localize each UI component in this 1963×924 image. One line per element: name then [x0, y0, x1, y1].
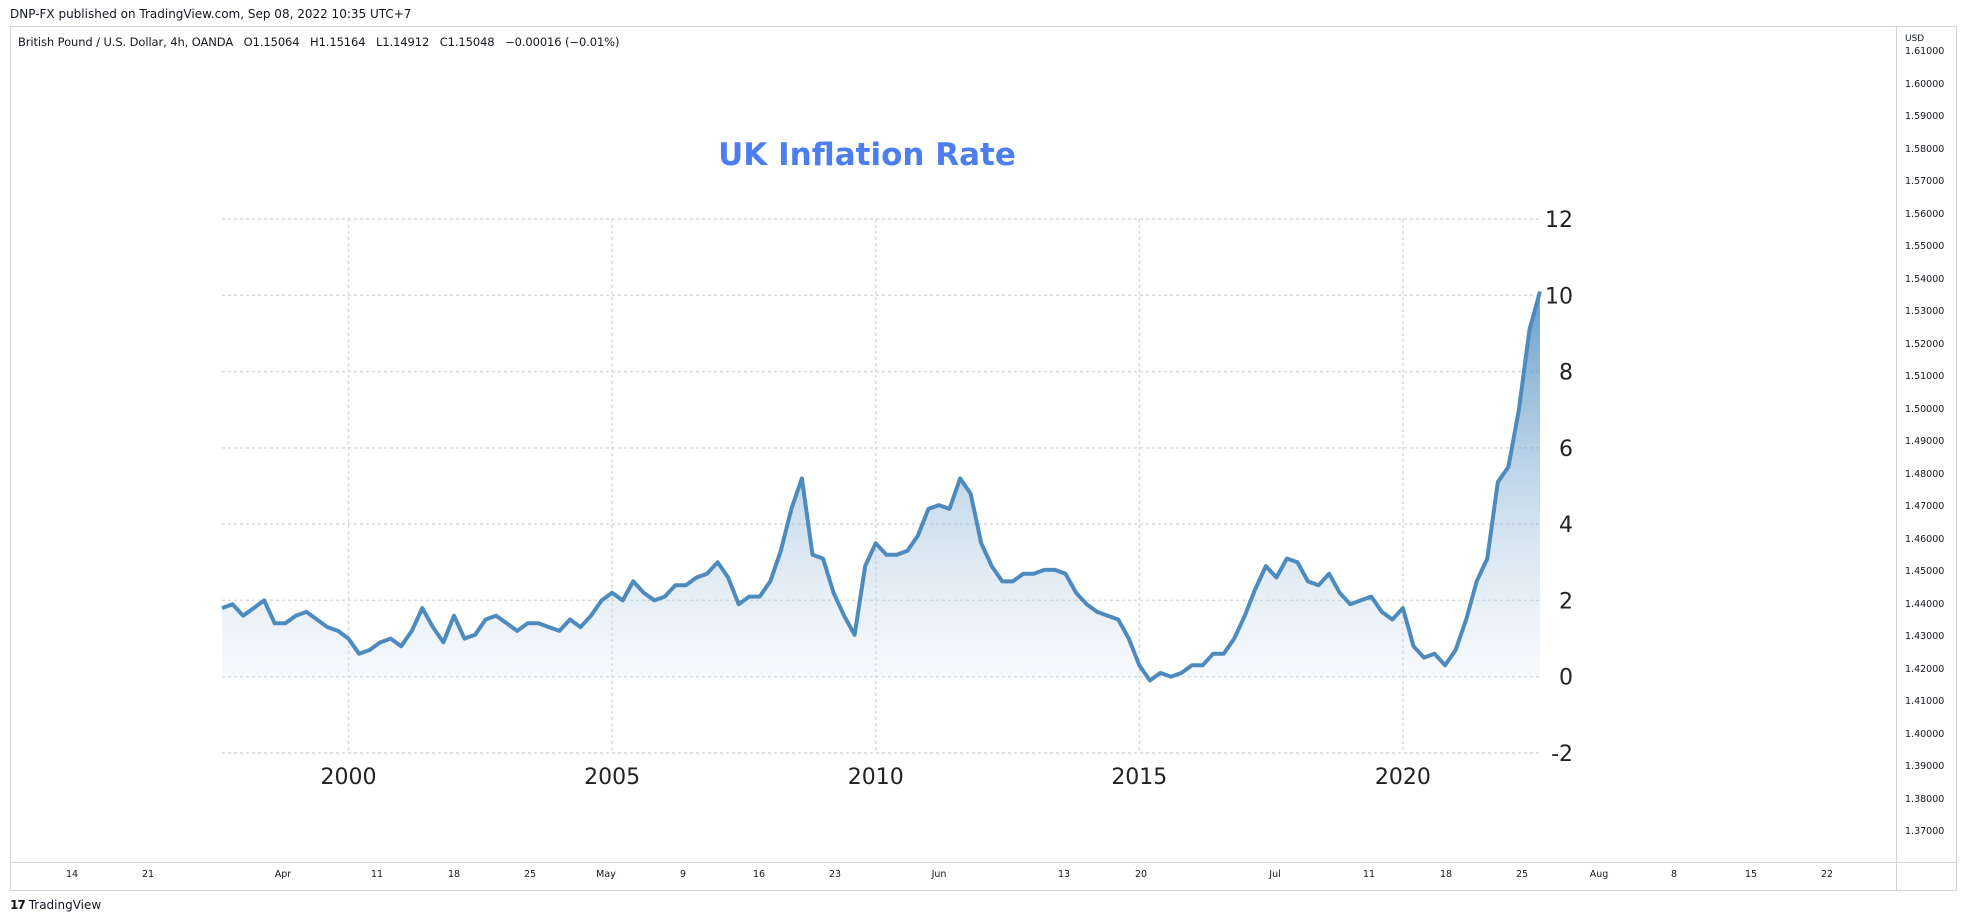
time-label: May — [596, 869, 616, 880]
price-label: 1.41000 — [1905, 696, 1945, 707]
published-header: DNP-FX published on TradingView.com, Sep… — [10, 7, 412, 21]
tradingview-logo[interactable]: 17 TradingView — [10, 898, 101, 912]
time-label: 14 — [65, 869, 79, 880]
y-tick-label: 4 — [1559, 513, 1573, 538]
time-label: 21 — [141, 869, 155, 880]
ohlc-high: H1.15164 — [310, 35, 366, 49]
price-label: 1.50000 — [1905, 403, 1945, 415]
price-label: 1.55000 — [1905, 241, 1945, 252]
time-label: 23 — [828, 869, 842, 880]
price-label: 1.60000 — [1905, 78, 1945, 90]
price-scale-divider — [1896, 26, 1897, 891]
y-tick-label: 8 — [1559, 361, 1573, 386]
time-label: 18 — [447, 869, 461, 880]
tradingview-brand: TradingView — [28, 898, 102, 912]
price-label: 1.61000 — [1905, 46, 1945, 57]
time-label: 18 — [1439, 869, 1453, 880]
y-tick-label: 2 — [1559, 589, 1573, 614]
y-tick-label: 0 — [1559, 666, 1573, 691]
time-label: Apr — [274, 869, 292, 880]
axis-ticks: 12 10 8 6 4 2 0 -2 2000 2005 2010 2015 2020 — [321, 208, 1573, 790]
price-label: 1.45000 — [1905, 566, 1945, 577]
price-label: 1.54000 — [1905, 273, 1945, 285]
time-label: Jul — [1269, 869, 1281, 880]
price-label: 1.44000 — [1905, 598, 1945, 610]
time-label: 20 — [1134, 869, 1148, 880]
y-tick-label: 12 — [1545, 208, 1573, 233]
tradingview-logo-icon: 17 — [10, 898, 26, 912]
chart-title: UK Inflation Rate — [718, 137, 1016, 173]
time-label: 25 — [1515, 869, 1529, 880]
price-scale-currency[interactable]: USD — [1905, 34, 1925, 44]
price-label: 1.51000 — [1905, 371, 1945, 382]
time-label: 25 — [523, 869, 537, 880]
price-label: 1.42000 — [1905, 663, 1945, 675]
price-label: 1.40000 — [1905, 728, 1945, 740]
y-tick-label: 10 — [1545, 284, 1573, 309]
time-label: 9 — [679, 869, 687, 880]
area-fill — [222, 291, 1540, 681]
x-tick-label: 2020 — [1375, 765, 1431, 790]
x-tick-label: 2005 — [584, 765, 640, 790]
time-label: 16 — [752, 869, 766, 880]
time-scale-divider — [10, 862, 1957, 863]
time-label: Jun — [931, 869, 947, 880]
time-label: 11 — [1362, 869, 1376, 880]
time-label: 11 — [370, 869, 384, 880]
price-label: 1.52000 — [1905, 338, 1945, 350]
price-label: 1.47000 — [1905, 501, 1945, 512]
time-label: 15 — [1744, 869, 1758, 880]
symbol-legend[interactable]: British Pound / U.S. Dollar, 4h, OANDA O… — [18, 35, 626, 49]
price-label: 1.39000 — [1905, 761, 1945, 772]
price-label: 1.49000 — [1905, 436, 1945, 447]
symbol-name[interactable]: British Pound / U.S. Dollar, 4h, OANDA — [18, 35, 234, 49]
price-label: 1.43000 — [1905, 631, 1945, 642]
ohlc-open: O1.15064 — [243, 35, 300, 49]
x-tick-label: 2015 — [1111, 765, 1167, 790]
ohlc-change: −0.00016 (−0.01%) — [505, 35, 620, 49]
price-label: 1.46000 — [1905, 533, 1945, 545]
y-tick-label: 6 — [1559, 437, 1573, 462]
price-label: 1.53000 — [1905, 306, 1945, 317]
ohlc-close: C1.15048 — [439, 35, 495, 49]
price-label: 1.59000 — [1905, 111, 1945, 122]
price-label: 1.56000 — [1905, 208, 1945, 220]
x-tick-label: 2000 — [321, 765, 377, 790]
price-label: 1.37000 — [1905, 826, 1945, 837]
time-label: 8 — [1670, 869, 1678, 880]
y-tick-label: -2 — [1551, 742, 1573, 767]
price-label: 1.48000 — [1905, 468, 1945, 480]
price-label: 1.38000 — [1905, 793, 1945, 805]
series-line — [221, 290, 1542, 683]
time-label: 13 — [1057, 869, 1071, 880]
time-label: 22 — [1820, 869, 1834, 880]
time-label: Aug — [1589, 869, 1609, 880]
price-label: 1.57000 — [1905, 176, 1945, 187]
chart-frame — [10, 26, 1957, 891]
ohlc-low: L1.14912 — [376, 35, 430, 49]
x-tick-label: 2010 — [848, 765, 904, 790]
price-label: 1.58000 — [1905, 143, 1945, 155]
